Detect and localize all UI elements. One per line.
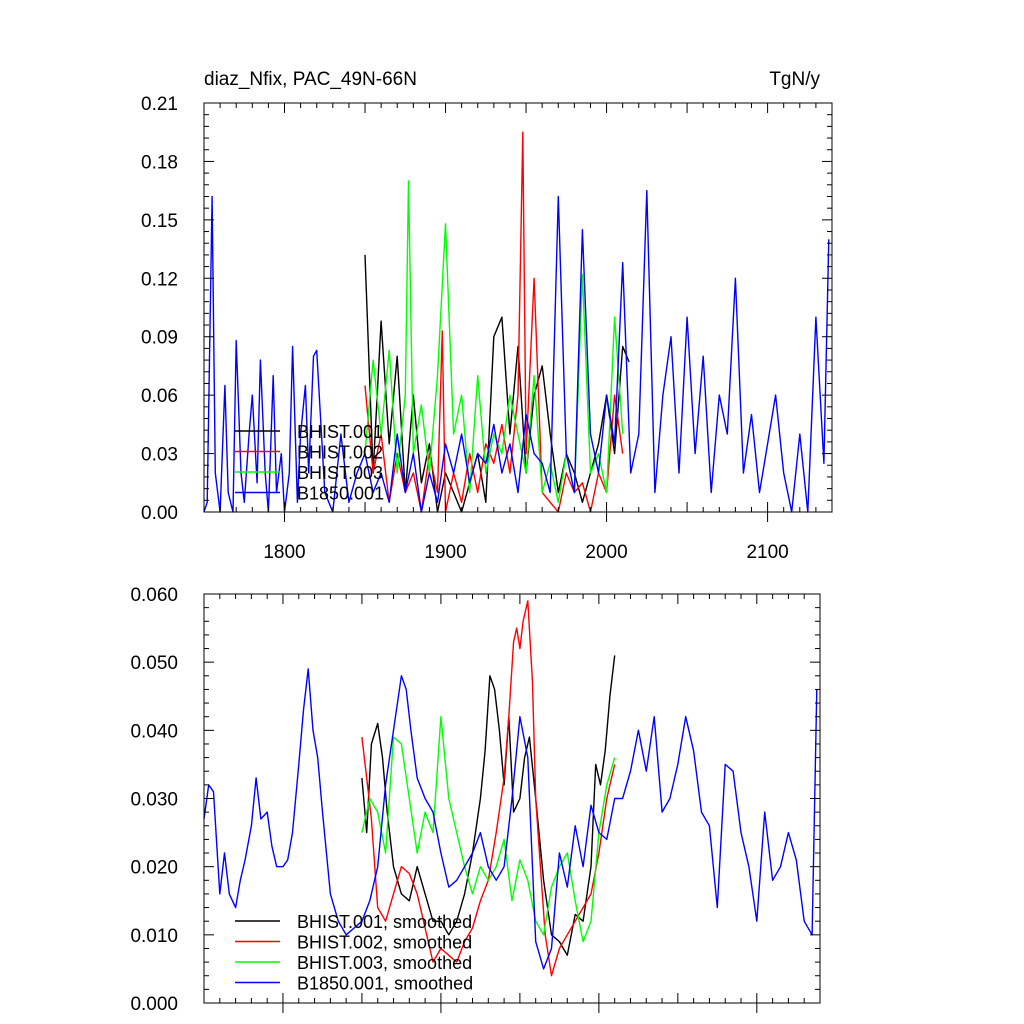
series-line-4 [203, 189, 830, 513]
legend-label: BHIST.003 [297, 463, 383, 483]
y-tick-label: 0.020 [130, 858, 178, 879]
top-axes: 0.00 0.03 0.06 0.09 0.12 0.15 0.18 0.21 1800 1900… [141, 94, 833, 563]
x-tick-label: 1800 [263, 542, 305, 563]
x-tick-label: 2100 [746, 542, 788, 563]
legend-label: BHIST.001, smoothed [297, 912, 472, 932]
bottom-series-lines [203, 600, 818, 977]
series-line-3 [361, 716, 616, 943]
bottom-panel: 0.000 0.010 0.020 0.030 0.040 0.050 0.060 BHIS… [130, 585, 821, 1015]
y-tick-label: 0.00 [141, 503, 178, 524]
top-panel: diaz_Nfix, PAC_49N-66N TgN/y 0.000.030.0… [141, 69, 833, 563]
y-tick-label: 0.010 [130, 926, 178, 947]
y-tick-label: 0.21 [141, 94, 178, 115]
y-tick-label: 0.12 [141, 269, 178, 290]
legend-label: BHIST.002, smoothed [297, 933, 472, 953]
y-tick-label: 0.15 [141, 211, 178, 232]
x-tick-label: 2000 [585, 542, 627, 563]
legend-label: BHIST.002 [297, 443, 383, 463]
series-line-1 [364, 254, 630, 513]
legend-label: BHIST.003, smoothed [297, 953, 472, 973]
y-tick-label: 0.06 [141, 386, 178, 407]
y-tick-label: 0.09 [141, 328, 178, 349]
legend-label: B1850.001, smoothed [297, 974, 473, 994]
y-tick-label: 0.060 [130, 585, 178, 606]
bottom-axes: 0.000 0.010 0.020 0.030 0.040 0.050 0.060 [130, 585, 821, 1015]
y-tick-label: 0.000 [130, 994, 178, 1015]
y-tick-label: 0.03 [141, 445, 178, 466]
top-series-lines [203, 131, 830, 513]
plot-frame [203, 102, 833, 513]
legend-label: B1850.001 [297, 484, 384, 504]
chart-title: diaz_Nfix, PAC_49N-66N [204, 69, 417, 90]
series-line-2 [364, 131, 624, 513]
units-label: TgN/y [769, 69, 820, 90]
series-line-2 [361, 600, 616, 977]
y-tick-label: 0.18 [141, 152, 178, 173]
y-tick-label: 0.050 [130, 653, 178, 674]
series-line-4 [203, 668, 818, 970]
x-tick-label: 1900 [424, 542, 466, 563]
legend-label: BHIST.001 [297, 422, 383, 442]
y-tick-label: 0.030 [130, 790, 178, 811]
y-tick-label: 0.040 [130, 721, 178, 742]
